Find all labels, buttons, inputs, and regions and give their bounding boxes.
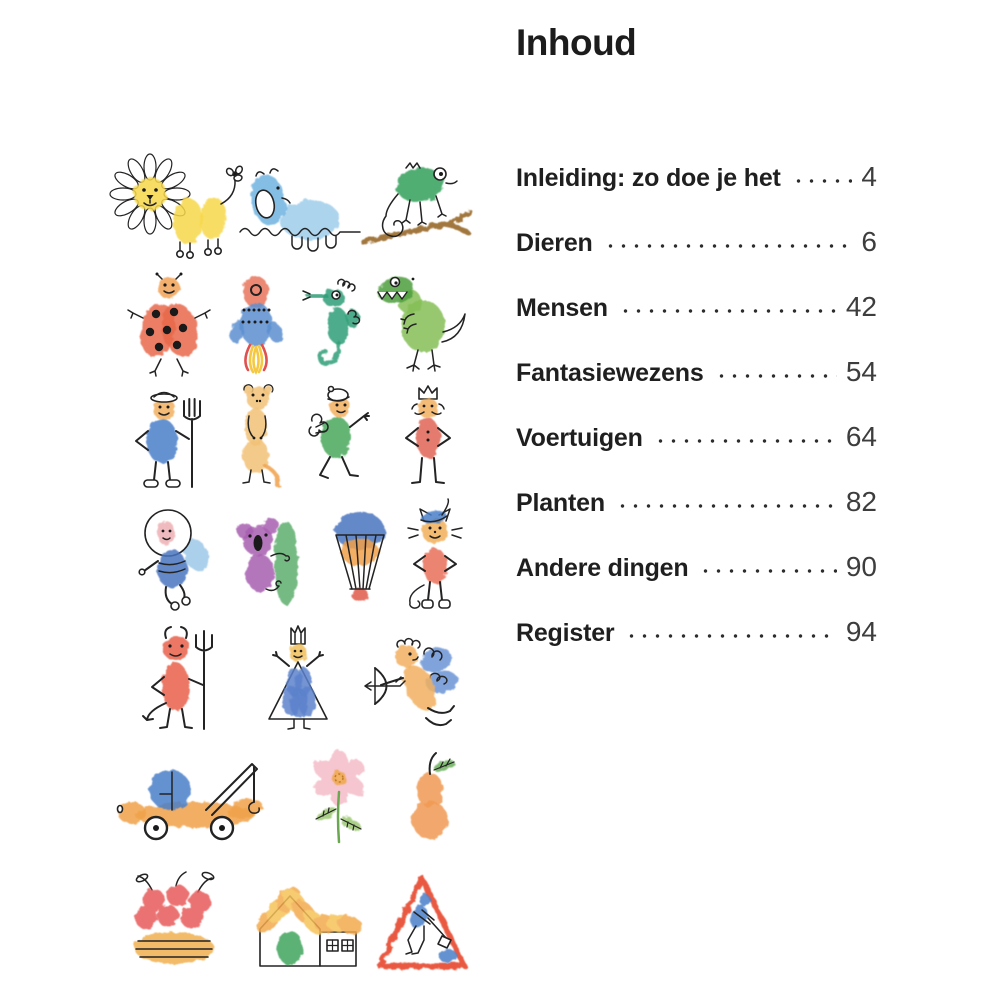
toc-label: Register (516, 619, 615, 647)
toc-leader-dots (625, 631, 837, 641)
rocket-illustration (229, 276, 283, 375)
toc-leader-dots (653, 436, 837, 446)
devil-illustration (142, 626, 213, 730)
toc-entry: Mensen 42 (516, 291, 877, 323)
toc-label: Planten (516, 489, 605, 517)
toc-page-number: 54 (845, 356, 877, 387)
toc-label: Fantasiewezens (516, 359, 704, 387)
roadworks-sign-illustration (377, 875, 467, 969)
princess-illustration (268, 625, 328, 730)
toc-page-number: 6 (861, 226, 877, 257)
cupid-illustration (364, 637, 458, 727)
toc-entry: Inleiding: zo doe je het 4 (516, 161, 877, 193)
toc-label: Inleiding: zo doe je het (516, 164, 781, 192)
toc-leader-dots (791, 176, 853, 186)
lion-illustration (109, 153, 244, 260)
toc-entry: Register 94 (516, 616, 877, 648)
toc-entry: Planten 82 (516, 486, 877, 518)
flower-illustration (313, 750, 365, 844)
toc-entry: Fantasiewezens 54 (516, 356, 877, 388)
toc-entry: Andere dingen 90 (516, 551, 877, 583)
toc-entry: Voertuigen 64 (516, 421, 877, 453)
toc-label: Voertuigen (516, 424, 643, 452)
toc-page-number: 64 (845, 421, 877, 452)
toc-page-number: 94 (845, 616, 877, 647)
cherry-basket-illustration (134, 871, 215, 964)
hiker-illustration (308, 385, 370, 479)
pear-illustration (412, 752, 455, 839)
toc-page-number: 90 (845, 551, 877, 582)
meerkat-illustration (242, 384, 281, 488)
toc-label: Dieren (516, 229, 593, 257)
cat-with-hat-illustration (407, 498, 463, 609)
seahorse-illustration (302, 278, 361, 367)
astronaut-illustration (138, 509, 210, 611)
toc-leader-dots (699, 566, 837, 576)
toc-leader-dots (618, 306, 837, 316)
tow-truck-illustration (116, 763, 263, 841)
t-rex-illustration (377, 276, 466, 372)
thatched-house-illustration (256, 887, 362, 967)
king-illustration (405, 385, 451, 484)
toc-leader-dots (603, 241, 853, 251)
farmer-illustration (135, 391, 201, 488)
toc-leader-dots (714, 371, 837, 381)
toc-page-number: 42 (845, 291, 877, 322)
koala-illustration (237, 518, 298, 605)
hot-air-balloon-illustration (335, 512, 385, 602)
page-title: Inhoud (516, 22, 637, 63)
chameleon-illustration (360, 162, 473, 245)
hippo-illustration (239, 168, 361, 252)
toc-label: Andere dingen (516, 554, 689, 582)
toc-leader-dots (615, 501, 837, 511)
toc-page-number: 4 (861, 161, 877, 192)
ladybug-illustration (127, 272, 211, 377)
toc-entry: Dieren 6 (516, 226, 877, 258)
toc-page-number: 82 (845, 486, 877, 517)
toc-label: Mensen (516, 294, 608, 322)
